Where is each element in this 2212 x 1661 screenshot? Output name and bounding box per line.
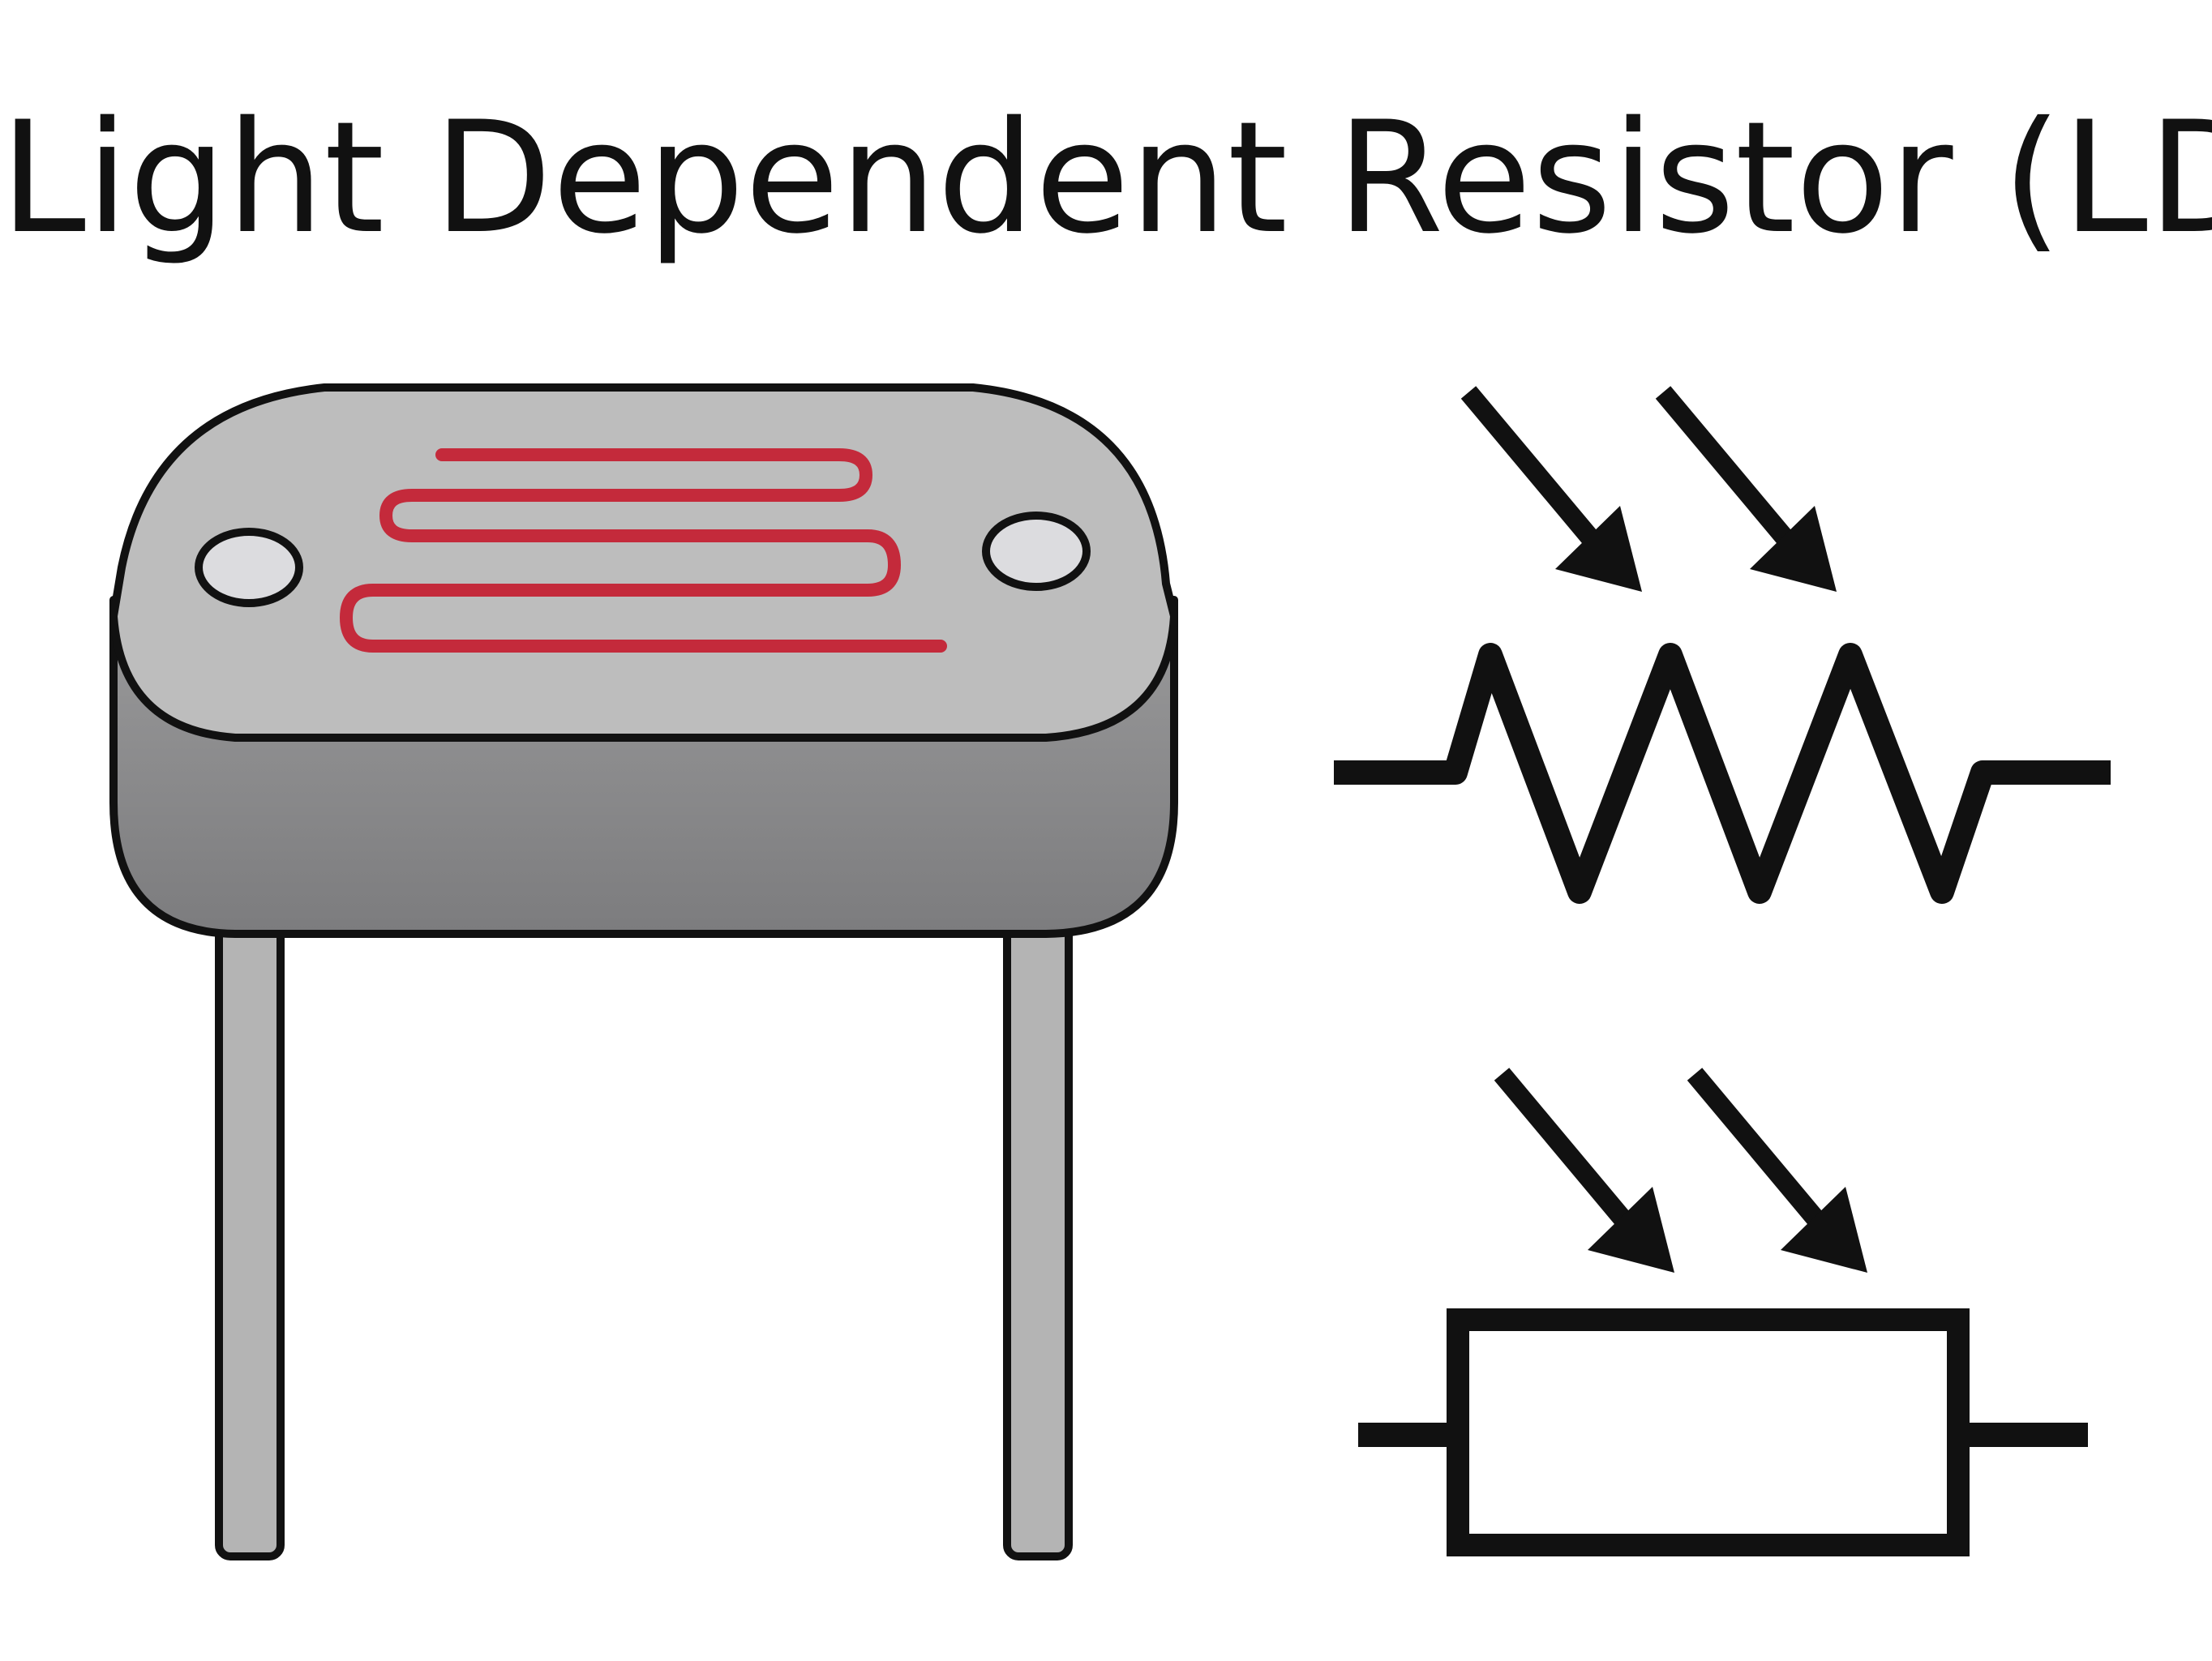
zigzag-light-arrows — [1460, 386, 1837, 592]
ldr-zigzag-symbol — [1334, 643, 2111, 904]
light-arrow — [1687, 1068, 1867, 1273]
light-arrow — [1494, 1068, 1674, 1273]
left-lead — [215, 904, 285, 1560]
ldr-box-symbol — [1358, 1308, 2088, 1556]
light-arrow — [1655, 386, 1837, 592]
box-light-arrows — [1494, 1068, 1867, 1273]
left-mounting-hole — [195, 528, 303, 607]
zigzag-resistor — [1334, 643, 2111, 904]
right-lead — [1003, 904, 1073, 1560]
photoresistive-track — [340, 448, 947, 653]
light-arrow — [1460, 386, 1642, 592]
ldr-component — [109, 383, 1178, 1560]
diagram-title: Light Dependent Resistor (LDR) — [0, 88, 2212, 268]
right-mounting-hole — [982, 512, 1091, 591]
box-resistor-body — [1447, 1308, 1970, 1556]
